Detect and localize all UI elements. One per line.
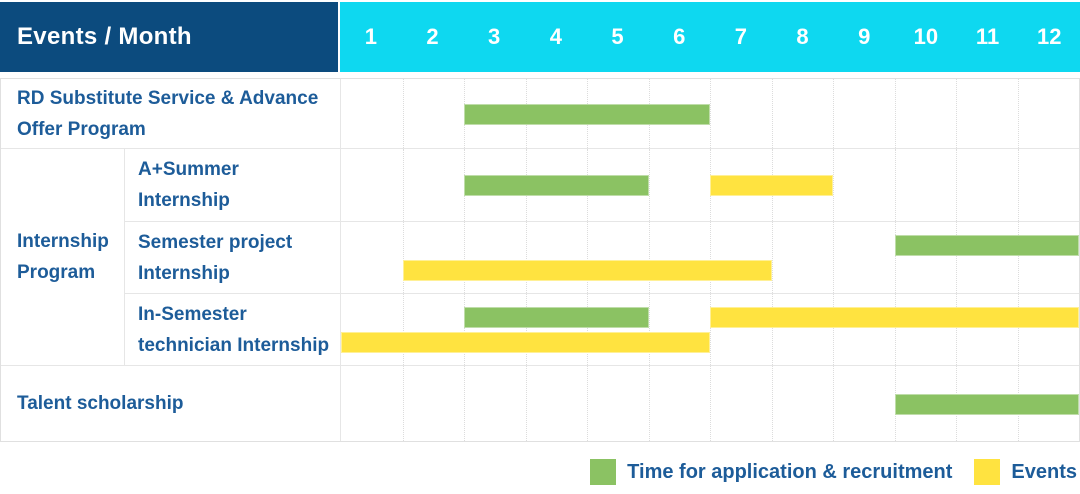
month-gridline: [648, 149, 650, 221]
month-gridline: [956, 294, 957, 365]
month-gridline: [833, 149, 834, 221]
month-gridline: [464, 222, 465, 293]
month-gridline: [710, 222, 711, 293]
legend: Time for application & recruitment Events: [0, 459, 1080, 485]
month-gridline: [894, 222, 896, 293]
legend-item-recruitment: Time for application & recruitment: [590, 459, 952, 485]
month-gridline: [1017, 294, 1019, 365]
page-title: Events / Month: [17, 23, 192, 50]
month-label: 8: [796, 24, 809, 49]
row-label-text: In-Semester technician Internship: [138, 303, 330, 356]
chart-row-semester-project: [341, 222, 1079, 294]
month-label: 2: [426, 24, 439, 49]
month-gridline: [771, 79, 773, 148]
month-gridline: [1017, 79, 1019, 148]
month-gridline: [525, 222, 527, 293]
row-label-text: Talent scholarship: [17, 393, 184, 414]
chart-row-in-semester-technician: [341, 294, 1079, 366]
month-gridline: [833, 366, 834, 441]
legend-label: Time for application & recruitment: [627, 460, 953, 483]
month-gridline: [648, 366, 650, 441]
group-label-internship-program: Internship Program: [1, 149, 125, 366]
month-label: 6: [673, 24, 686, 49]
month-gridline: [402, 294, 404, 365]
month-gridline: [956, 79, 957, 148]
row-label-talent-scholarship: Talent scholarship: [1, 366, 341, 441]
gantt-bar-event: [710, 175, 833, 196]
month-header: 1 2 3 4 5 6 7 8 9 10 11 12: [340, 2, 1080, 72]
month-gridline: [833, 79, 834, 148]
month-gridline: [464, 366, 465, 441]
row-label-rd-substitute: RD Substitute Service & Advance Offer Pr…: [1, 79, 341, 149]
events-month-header-cell: Events / Month: [0, 2, 340, 72]
month-gridline: [771, 366, 773, 441]
month-gridline: [464, 294, 465, 365]
month-label: 5: [611, 24, 624, 49]
month-gridline: [402, 366, 404, 441]
month-gridline: [894, 149, 896, 221]
month-gridline: [525, 294, 527, 365]
month-gridline: [956, 149, 957, 221]
month-gridline: [710, 294, 711, 365]
month-label: 12: [1036, 24, 1062, 49]
month-gridline: [587, 294, 588, 365]
legend-swatch-recruitment: [590, 459, 617, 485]
row-label-in-semester-technician: In-Semester technician Internship: [125, 294, 341, 366]
gantt-bar-event: [710, 307, 1079, 328]
legend-item-event: Events: [974, 459, 1077, 485]
legend-swatch-event: [974, 459, 1001, 485]
month-gridline: [894, 294, 896, 365]
month-gridline: [771, 294, 773, 365]
gantt-bar-recruitment: [464, 103, 710, 125]
month-gridline: [894, 79, 896, 148]
month-label: 9: [858, 24, 871, 49]
row-label-text: A+Summer Internship: [138, 159, 239, 211]
row-label-text: Semester project Internship: [138, 231, 293, 284]
month-gridline: [402, 149, 404, 221]
legend-label: Events: [1011, 460, 1077, 483]
gantt-bar-recruitment: [894, 235, 1079, 256]
row-label-semester-project: Semester project Internship: [125, 222, 341, 294]
chart-row-rd-substitute: [341, 79, 1079, 149]
gantt-bar-recruitment: [464, 307, 649, 328]
month-label: 3: [488, 24, 501, 49]
month-gridline: [587, 366, 588, 441]
gantt-bar-event: [341, 332, 710, 353]
month-label: 1: [364, 24, 377, 49]
table-header: Events / Month 1 2 3 4 5 6 7 8 9 10 11 12: [0, 0, 1080, 72]
group-label-text: Internship Program: [17, 231, 109, 283]
gantt-bar-recruitment: [894, 393, 1079, 415]
gantt-table-body: RD Substitute Service & Advance Offer Pr…: [0, 78, 1080, 442]
month-gridline: [710, 366, 711, 441]
month-gridline: [1017, 149, 1019, 221]
month-gridline: [771, 222, 773, 293]
month-gridline: [648, 294, 650, 365]
month-gridline: [525, 366, 527, 441]
month-gridline: [1017, 222, 1019, 293]
month-gridline: [833, 294, 834, 365]
month-gridline: [402, 79, 404, 148]
chart-row-a-plus-summer: [341, 149, 1079, 222]
month-label: 4: [549, 24, 562, 49]
row-label-a-plus-summer: A+Summer Internship: [125, 149, 341, 222]
month-gridline: [956, 222, 957, 293]
month-label: 10: [913, 24, 939, 49]
month-gridline: [587, 222, 588, 293]
chart-row-talent-scholarship: [341, 366, 1079, 441]
month-gridline: [710, 79, 711, 148]
row-label-text: RD Substitute Service & Advance Offer Pr…: [17, 87, 319, 140]
month-label: 7: [734, 24, 747, 49]
month-gridline: [833, 222, 834, 293]
gantt-bar-event: [402, 260, 772, 281]
month-gridline: [648, 222, 650, 293]
month-gridline: [402, 222, 404, 293]
month-label: 11: [975, 24, 1000, 49]
gantt-bar-recruitment: [464, 175, 649, 196]
